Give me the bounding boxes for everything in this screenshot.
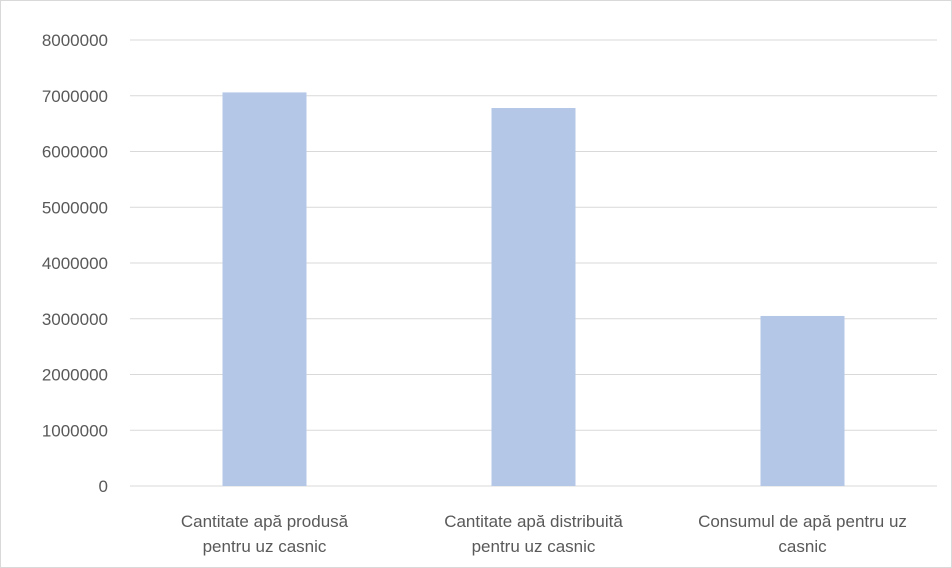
bar [491,108,576,486]
y-tick-label: 5000000 [42,198,108,217]
y-tick-label: 4000000 [42,254,108,273]
x-category-label: pentru uz casnic [203,537,327,556]
y-tick-label: 7000000 [42,87,108,106]
y-tick-label: 8000000 [42,31,108,50]
y-tick-label: 3000000 [42,310,108,329]
bars [222,92,845,486]
x-category-label: casnic [778,537,827,556]
y-tick-label: 6000000 [42,143,108,162]
x-category-label: pentru uz casnic [472,537,596,556]
bar [222,92,307,486]
y-tick-label: 2000000 [42,366,108,385]
x-category-label: Cantitate apă produsă [181,512,349,531]
y-axis-ticks: 0 1000000 2000000 3000000 4000000 5000000 6000… [42,31,108,496]
x-category-label: Cantitate apă distribuită [444,512,623,531]
x-category-label: Consumul de apă pentru uz [698,512,907,531]
x-axis-categories: Cantitate apă produsă pentru uz casnic Can… [181,512,907,556]
bar [760,315,845,486]
y-tick-label: 1000000 [42,421,108,440]
y-tick-label: 0 [99,477,108,496]
